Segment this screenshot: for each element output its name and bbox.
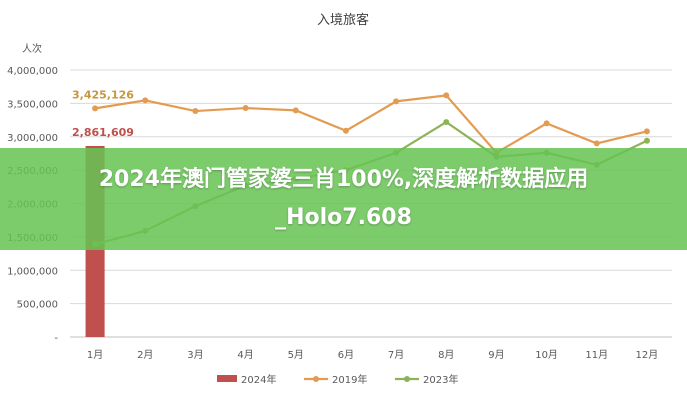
banner-text: 2024年澳门管家婆三肖100%,深度解析数据应用_Holo7.608 [98, 167, 589, 230]
data-point [292, 107, 299, 114]
x-tick-label: 6月 [338, 349, 354, 361]
data-label: 3,425,126 [72, 88, 134, 101]
data-labels: 3,425,126 2,861,609 [72, 88, 134, 139]
x-tick-label: 5月 [288, 349, 304, 361]
legend-item: 2024年 [217, 373, 276, 386]
y-tick-label: 3,000,000 [7, 133, 58, 144]
x-tick-label: 2月 [137, 349, 153, 361]
legend-item: 2023年 [395, 373, 458, 386]
overlay-banner: 2024年澳门管家婆三肖100%,深度解析数据应用_Holo7.608 [0, 148, 687, 250]
data-point [192, 108, 199, 115]
legend-marker [404, 376, 410, 382]
data-label: 2,861,609 [72, 126, 134, 139]
x-tick-label: 9月 [488, 349, 504, 361]
legend-marker [313, 376, 319, 382]
y-tick-label: - [54, 333, 58, 344]
x-tick-label: 1月 [87, 349, 103, 361]
x-tick-label: 3月 [187, 349, 203, 361]
y-tick-label: 1,000,000 [7, 266, 58, 277]
legend-swatch [217, 375, 237, 382]
y-axis-label: 人次 [22, 42, 42, 55]
y-tick-label: 500,000 [17, 300, 58, 311]
legend-label: 2024年 [241, 373, 276, 386]
data-point [393, 98, 400, 105]
legend-label: 2023年 [423, 373, 458, 386]
legend-item: 2019年 [304, 373, 367, 386]
data-point [142, 97, 149, 104]
data-point [543, 120, 550, 127]
y-tick-label: 3,500,000 [7, 99, 58, 110]
data-point [342, 127, 349, 134]
x-tick-label: 11月 [585, 349, 608, 361]
data-point [443, 119, 450, 126]
series-line [94, 94, 648, 155]
x-tick-label: 10月 [535, 349, 558, 361]
x-tick-label: 4月 [237, 349, 253, 361]
data-point [643, 137, 650, 144]
legend-label: 2019年 [332, 373, 367, 386]
legend: 2024年 2019年 2023年 [217, 373, 458, 386]
data-point [593, 140, 600, 147]
x-tick-label: 8月 [438, 349, 454, 361]
data-point [443, 92, 450, 99]
chart-title: 入境旅客 [317, 12, 369, 28]
data-point [242, 105, 249, 112]
x-tick-label: 7月 [388, 349, 404, 361]
data-point [92, 105, 99, 112]
y-tick-label: 4,000,000 [7, 66, 58, 77]
data-point [643, 128, 650, 135]
x-tick-label: 12月 [636, 349, 659, 361]
x-tick-labels: 1月 2月 3月 4月 5月 6月 7月 8月 9月 10月 11月 12月 [87, 349, 658, 361]
